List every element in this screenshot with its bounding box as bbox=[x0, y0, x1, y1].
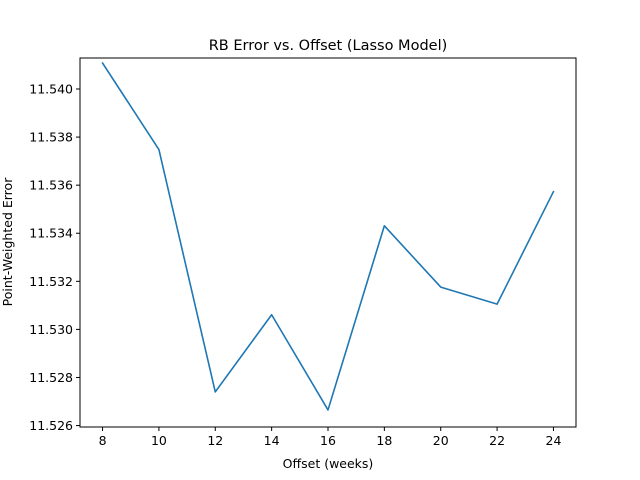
y-axis: 11.526 11.528 11.530 11.532 11.534 11.536 11.5… bbox=[29, 82, 80, 433]
x-tick-label: 16 bbox=[320, 433, 336, 448]
x-tick-label: 22 bbox=[489, 433, 505, 448]
chart-title: RB Error vs. Offset (Lasso Model) bbox=[209, 38, 448, 54]
series-line-0 bbox=[101, 61, 555, 411]
plot-area bbox=[101, 61, 555, 411]
x-axis-label: Offset (weeks) bbox=[283, 456, 374, 471]
plot-frame bbox=[79, 57, 577, 428]
y-tick-label: 11.526 bbox=[29, 418, 73, 433]
y-axis-label: Point-Weighted Error bbox=[0, 177, 15, 307]
x-tick-label: 12 bbox=[207, 433, 223, 448]
x-tick-label: 24 bbox=[546, 433, 562, 448]
y-tick-label: 11.540 bbox=[29, 82, 73, 97]
x-tick-label: 10 bbox=[151, 433, 167, 448]
y-tick-label: 11.532 bbox=[29, 274, 73, 289]
y-tick-label: 11.530 bbox=[29, 322, 73, 337]
y-tick-label: 11.534 bbox=[29, 226, 73, 241]
x-tick-label: 8 bbox=[99, 433, 107, 448]
x-tick-label: 20 bbox=[433, 433, 449, 448]
y-tick-label: 11.528 bbox=[29, 370, 73, 385]
x-tick-label: 18 bbox=[376, 433, 392, 448]
y-tick-label: 11.536 bbox=[29, 178, 73, 193]
y-tick-label: 11.538 bbox=[29, 130, 73, 145]
x-tick-label: 14 bbox=[264, 433, 280, 448]
x-axis: 8 10 12 14 16 18 20 22 24 bbox=[99, 427, 562, 448]
